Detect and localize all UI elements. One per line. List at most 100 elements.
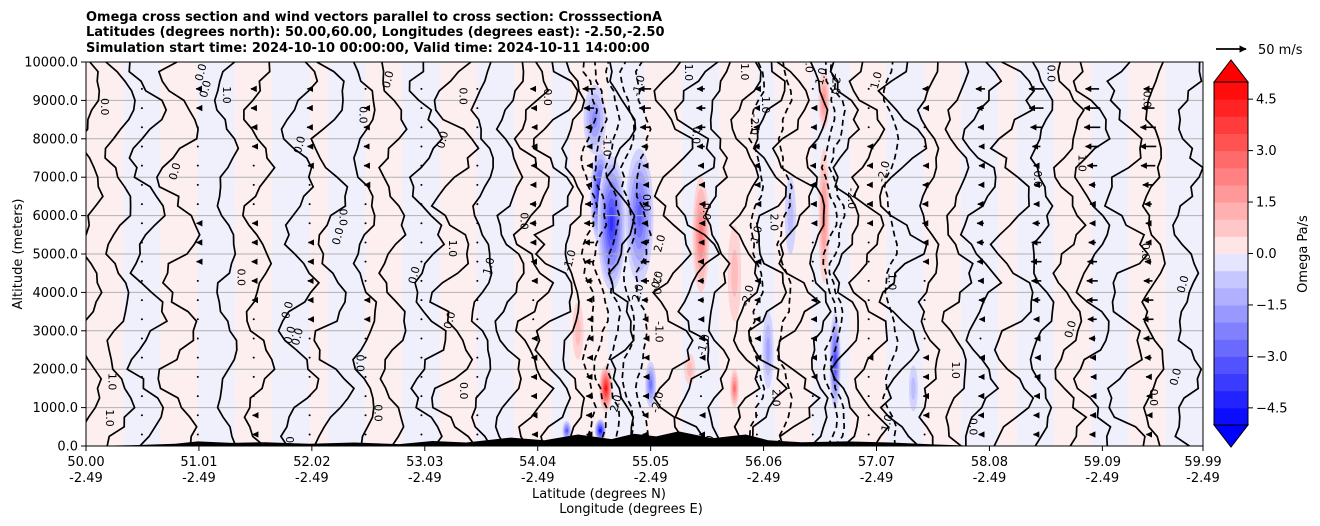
wind-vector xyxy=(364,356,367,359)
omega-feature-18 xyxy=(911,376,916,400)
contour-label: 1.0 xyxy=(682,64,695,82)
x-tick-label-lat: 52.02 xyxy=(293,455,330,470)
wind-vector xyxy=(252,203,255,206)
wind-vector xyxy=(140,414,143,417)
wind-vector xyxy=(140,260,143,263)
colorbar-band xyxy=(1214,150,1248,169)
contour-label: 0.0 xyxy=(1175,274,1192,294)
contour-line-zero-29 xyxy=(941,62,974,446)
wind-vector xyxy=(476,337,479,340)
wind-vector xyxy=(252,395,255,398)
colorbar-band xyxy=(1214,373,1248,392)
omega-feature-9 xyxy=(598,429,602,433)
contour-label: 0.0 xyxy=(281,325,298,345)
wind-vector xyxy=(252,164,255,167)
wind-vector xyxy=(252,337,255,340)
contour-line-zero-14 xyxy=(512,62,555,446)
wind-vector xyxy=(476,356,479,359)
contour-line-neg-2 xyxy=(604,62,622,446)
colorbar-band xyxy=(1214,184,1248,203)
wind-vector xyxy=(811,414,814,417)
contour-label: -1.0 xyxy=(561,248,579,272)
contour-line-zero-18 xyxy=(651,62,694,446)
x-tick-label-lon: -2.49 xyxy=(747,471,781,486)
y-axis-label: Altitude (meters) xyxy=(11,199,26,310)
wind-vector xyxy=(196,145,199,148)
wind-vector xyxy=(196,318,199,321)
wind-vector xyxy=(308,356,311,359)
wind-vector xyxy=(867,299,870,302)
quiver-key-label: 50 m/s xyxy=(1258,43,1303,58)
wind-vector xyxy=(476,318,479,321)
wind-vector xyxy=(364,279,367,282)
colorbar-band xyxy=(1214,407,1248,426)
contour-line-zero-23 xyxy=(771,62,822,446)
colorbar-extend-min xyxy=(1212,424,1250,448)
colorbar-band xyxy=(1214,287,1248,306)
contour-label: 0.0 xyxy=(166,161,183,181)
contour-label: 0.0 xyxy=(234,269,247,287)
chart-title-line-2: Latitudes (degrees north): 50.00,60.00, … xyxy=(86,25,665,40)
contour-line-zero-7 xyxy=(310,62,356,446)
wind-vector xyxy=(476,375,479,378)
wind-vector xyxy=(140,145,143,148)
contour-label: 0.0 xyxy=(1139,243,1152,261)
wind-vector xyxy=(420,183,423,186)
x-tick-label-lon: -2.49 xyxy=(1186,471,1220,486)
contour-label: 0.0 xyxy=(457,87,470,105)
contour-label: 0.0 xyxy=(289,327,306,347)
contour-label: 0.0 xyxy=(640,194,653,212)
x-tick-label-lon: -2.49 xyxy=(295,471,329,486)
y-tick-label: 5000.0 xyxy=(33,248,79,263)
wind-vector xyxy=(140,279,143,282)
y-tick-label: 7000.0 xyxy=(33,171,79,186)
colorbar-label: Omega Pa/s xyxy=(1296,215,1311,293)
wind-vector xyxy=(364,222,367,225)
contour-label: 2.0 xyxy=(651,233,668,253)
x-tick-label-lat: 56.06 xyxy=(745,455,782,470)
wind-vector xyxy=(196,279,199,282)
wind-vector xyxy=(532,318,535,321)
contour-label: 0.0 xyxy=(1062,319,1079,339)
wind-vector xyxy=(196,299,199,302)
contour-line-zero-1 xyxy=(104,62,136,446)
contour-label: 0.0 xyxy=(380,69,397,89)
wind-vector xyxy=(420,337,423,340)
colorbar-band xyxy=(1214,322,1248,340)
wind-vector xyxy=(811,260,814,263)
colorbar-band xyxy=(1214,133,1248,152)
wind-vector xyxy=(755,395,758,398)
wind-vector xyxy=(196,433,199,436)
x-tick-label-lat: 58.08 xyxy=(971,455,1008,470)
wind-vector xyxy=(979,337,982,340)
contour-label: 1.0 xyxy=(105,373,118,391)
contour-label: 1.0 xyxy=(220,86,233,104)
colorbar-band xyxy=(1214,270,1248,289)
colorbar-band xyxy=(1214,167,1248,186)
wind-vector xyxy=(308,375,311,378)
colorbar-band xyxy=(1214,304,1248,323)
omega-feature-15 xyxy=(766,337,770,363)
wind-vector xyxy=(364,375,367,378)
contour-label: 0.0 xyxy=(283,436,296,454)
contour-line-zero-17 xyxy=(605,62,637,446)
colorbar-band xyxy=(1214,356,1248,375)
contour-line-zero-5 xyxy=(242,62,276,446)
wind-vector xyxy=(476,164,479,167)
wind-vector xyxy=(755,222,758,225)
wind-vector xyxy=(923,126,926,129)
wind-vector xyxy=(420,279,423,282)
wind-vector xyxy=(364,260,367,263)
wind-vector xyxy=(811,433,814,436)
wind-vector xyxy=(196,375,199,378)
wind-vector xyxy=(476,414,479,417)
wind-vector xyxy=(140,395,143,398)
x-tick-label-lon: -2.49 xyxy=(1086,471,1120,486)
wind-vector xyxy=(867,433,870,436)
omega-feature-5 xyxy=(731,249,738,298)
contour-label: 0.0 xyxy=(966,418,979,436)
wind-vector xyxy=(140,375,143,378)
contour-label: -1.0 xyxy=(802,51,815,72)
contour-label: 1.0 xyxy=(886,273,899,291)
